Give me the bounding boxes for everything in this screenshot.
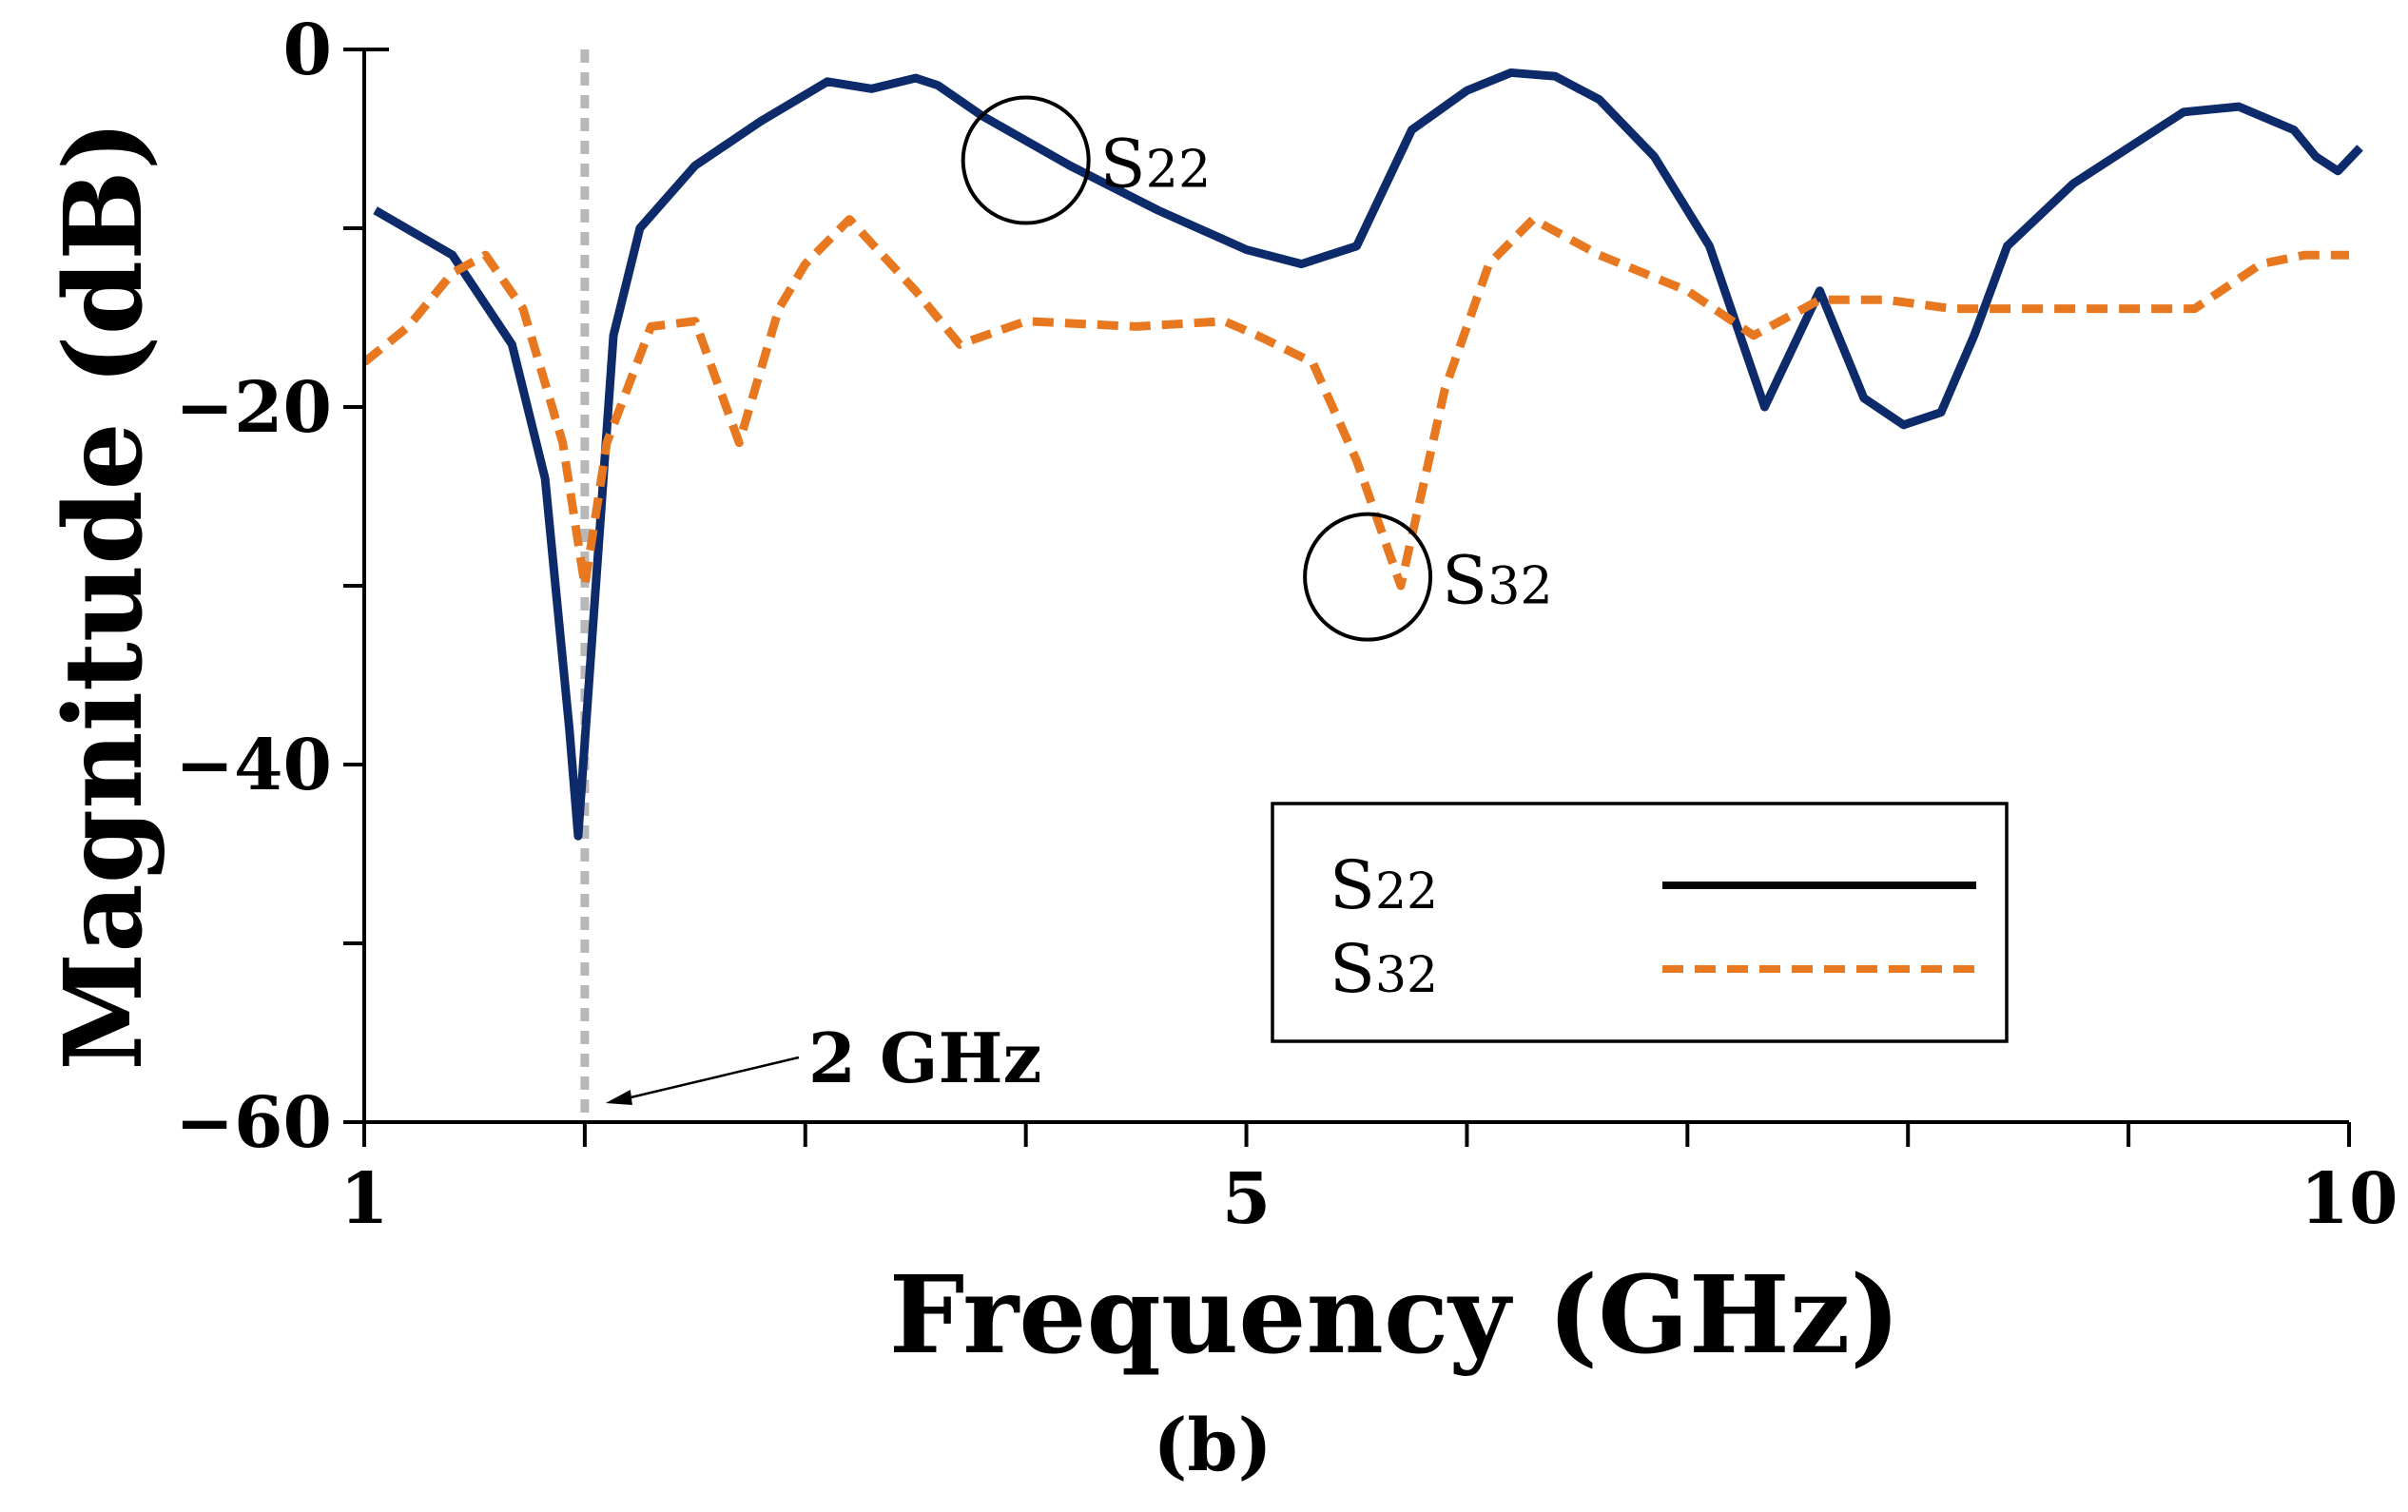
y-axis-title: Magnitude (dB) [42,120,166,1071]
annotation-label-s32: S32 [1442,542,1553,620]
annotation-label-s22: S22 [1100,126,1212,204]
y-tick-label: −20 [175,367,332,449]
legend-label-main: S [1330,930,1375,1008]
marker-label: 2 GHz [808,1018,1042,1098]
y-tick-label: −60 [175,1082,332,1164]
series-layer [361,68,2363,841]
annotation-circle-s32 [1303,512,1433,642]
legend-label-sub: 32 [1375,947,1438,1004]
series-line-s32 [361,215,2349,591]
legend-label-s22: S22 [1330,846,1438,924]
annotation-label-main: S [1442,542,1487,620]
figure-sublabel: (b) [1153,1403,1272,1487]
legend-label-s32: S32 [1330,930,1438,1008]
x-tick-label: 5 [1222,1158,1272,1240]
legend-label-main: S [1330,846,1375,924]
annotation-label-main: S [1100,126,1146,204]
annotation-circle-s22 [961,95,1091,225]
axes: 0 −20 −40 −601 5 10 Frequency (GHz) Magnitude (… [42,10,2398,1487]
marker-arrow-head [605,1090,632,1105]
x-axis-title: Frequency (GHz) [889,1253,1901,1378]
annotation-label-sub: 22 [1146,140,1212,200]
x-tick-label: 1 [340,1158,389,1240]
series-line-s22 [373,68,2363,841]
x-tick-label: 10 [2301,1158,2398,1240]
y-tick-label: −40 [175,725,332,806]
annotation-label-sub: 32 [1487,556,1553,616]
legend-label-sub: 22 [1375,863,1438,921]
legend-box [1271,802,2009,1043]
y-tick-label: 0 [283,10,333,91]
marker-arrow-line [622,1056,800,1101]
